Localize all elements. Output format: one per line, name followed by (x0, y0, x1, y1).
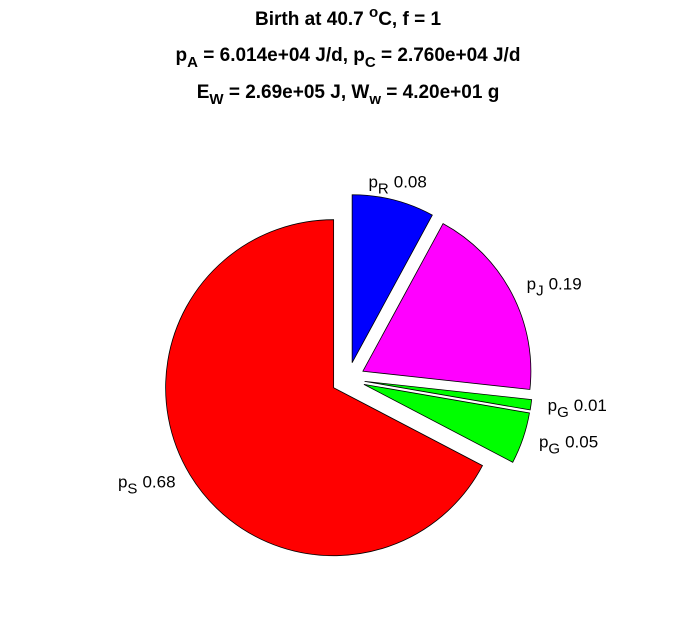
title-run: Birth at 40.7 (255, 9, 369, 30)
title-run: C, f = 1 (378, 9, 441, 30)
title-run: p (176, 45, 188, 66)
chart-title: Birth at 40.7 oC, f = 1 (255, 4, 441, 30)
title-run: W (209, 91, 224, 108)
chart-title: EW = 2.69e+05 J, Ww = 4.20e+01 g (197, 82, 500, 108)
title-run: w (368, 91, 381, 108)
title-run: = 4.20e+01 g (381, 82, 499, 103)
slice-label: pR 0.08 (368, 173, 426, 197)
title-run: = 2.69e+05 J, W (224, 82, 370, 103)
slice-label: pG 0.05 (539, 433, 598, 457)
slice-label: pS 0.68 (118, 473, 176, 497)
slice-value: 0.05 (565, 433, 598, 452)
slice-label: pG 0.01 (548, 397, 607, 421)
pie-slice (363, 383, 530, 463)
slice-value: 0.68 (142, 473, 175, 492)
slice-value: 0.19 (549, 275, 582, 294)
pie-slice (165, 219, 484, 557)
slice-subscript: R (378, 181, 389, 198)
chart-title: pA = 6.014e+04 J/d, pC = 2.760e+04 J/d (176, 45, 521, 71)
slice-subscript: G (548, 441, 560, 458)
slice-subscript: J (536, 282, 544, 299)
pie-slice (351, 194, 433, 363)
title-run: o (369, 4, 378, 21)
slice-subscript: G (557, 404, 569, 421)
slice-symbol: p (539, 433, 548, 452)
pie-slice (362, 223, 532, 390)
title-run: A (187, 54, 198, 71)
slice-value: 0.01 (574, 397, 607, 416)
slice-symbol: p (118, 473, 127, 492)
title-run: C (365, 54, 376, 71)
title-run: = 6.014e+04 J/d, p (198, 45, 365, 66)
pie-slice (364, 380, 533, 411)
slice-label: pJ 0.19 (527, 275, 582, 299)
slice-symbol: p (548, 397, 557, 416)
title-run: E (197, 82, 210, 103)
slice-subscript: S (127, 480, 137, 497)
slice-symbol: p (368, 173, 377, 192)
slice-symbol: p (527, 275, 536, 294)
title-run: = 2.760e+04 J/d (376, 45, 521, 66)
slice-value: 0.08 (394, 173, 427, 192)
